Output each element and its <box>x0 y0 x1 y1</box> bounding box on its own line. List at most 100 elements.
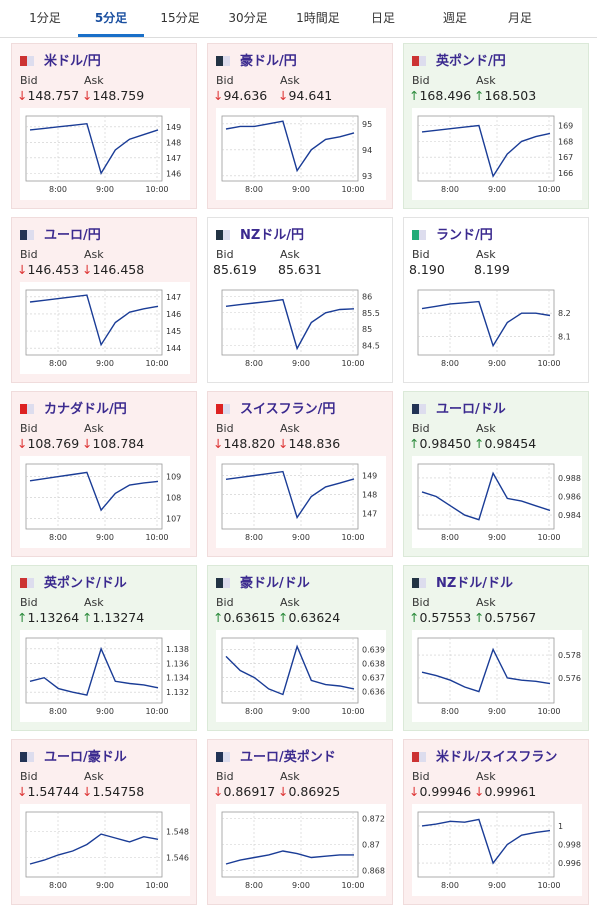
currency-card[interactable]: ユーロ/円 Bid Ask ↓146.453 ↓146.458 147 146 145 144 8… <box>11 217 197 383</box>
bid-value: ↑1.13264 <box>17 610 79 625</box>
bid-label: Bid <box>412 770 430 783</box>
y-tick-label: 0.636 <box>362 688 385 697</box>
pair-name[interactable]: スイスフラン/円 <box>240 402 336 417</box>
y-tick-label: 169 <box>558 122 573 131</box>
y-tick-label: 0.637 <box>362 674 385 683</box>
currency-card[interactable]: 豪ドル/ドル Bid Ask ↑0.63615 ↑0.63624 0.639 0.638 0.… <box>207 565 393 731</box>
trend-arrow: ↓ <box>17 262 28 277</box>
trend-arrow: ↓ <box>278 436 289 451</box>
plot-frame <box>25 463 163 530</box>
chart-box: 1.548 1.546 8:00 9:00 10:00 <box>20 804 190 896</box>
pair-name[interactable]: 豪ドル/ドル <box>240 576 310 591</box>
y-tick-label: 0.998 <box>558 841 581 850</box>
ask-label: Ask <box>476 770 496 783</box>
currency-card[interactable]: NZドル/円 Bid Ask 85.619 85.631 86 85.5 85 84.5 8:00… <box>207 217 393 383</box>
ask-label: Ask <box>84 248 104 261</box>
bid-label: Bid <box>216 422 234 435</box>
tab[interactable]: 日足 <box>370 11 395 25</box>
currency-card[interactable]: 英ポンド/ドル Bid Ask ↑1.13264 ↑1.13274 1.138 1.136 1… <box>11 565 197 731</box>
pair-name[interactable]: ユーロ/ドル <box>436 402 506 417</box>
pair-name[interactable]: NZドル/ドル <box>436 576 514 591</box>
tab[interactable]: 15分足 <box>160 11 200 25</box>
tab[interactable]: 月足 <box>507 11 532 25</box>
x-tick-label: 9:00 <box>488 185 506 194</box>
tab[interactable]: 30分足 <box>228 11 268 25</box>
y-tick-label: 1.546 <box>166 854 189 863</box>
chart-box: 95 94 93 8:00 9:00 10:00 <box>216 108 386 200</box>
price-line <box>225 850 354 865</box>
y-tick-label: 0.988 <box>558 474 581 483</box>
x-tick-label: 9:00 <box>488 881 506 890</box>
mini-chart: 0.988 0.986 0.984 8:00 9:00 10:00 <box>417 463 581 542</box>
pair-name[interactable]: NZドル/円 <box>240 228 305 243</box>
x-tick-label: 10:00 <box>145 359 168 368</box>
flag-icon <box>412 230 426 240</box>
y-tick-label: 0.638 <box>362 659 385 668</box>
currency-card[interactable]: NZドル/ドル Bid Ask ↑0.57553 ↑0.57567 0.578 0.576 8… <box>403 565 589 731</box>
pair-name[interactable]: カナダドル/円 <box>44 402 127 417</box>
y-tick-label: 86 <box>362 293 372 302</box>
price-line <box>29 833 159 865</box>
tab[interactable]: 5分足 <box>78 0 144 37</box>
pair-name[interactable]: ユーロ/円 <box>44 228 101 243</box>
chart-box: 149 148 147 146 8:00 9:00 10:00 <box>20 108 190 200</box>
x-tick-label: 10:00 <box>341 359 364 368</box>
tab[interactable]: 週足 <box>442 11 467 25</box>
y-tick-label: 8.2 <box>558 309 571 318</box>
x-tick-label: 9:00 <box>292 185 310 194</box>
bid-label: Bid <box>412 74 430 87</box>
y-tick-label: 1.136 <box>166 659 189 668</box>
currency-card[interactable]: スイスフラン/円 Bid Ask ↓148.820 ↓148.836 149 148 147 8… <box>207 391 393 557</box>
x-tick-label: 8:00 <box>245 185 263 194</box>
x-tick-label: 10:00 <box>341 707 364 716</box>
bid-value: ↓148.820 <box>213 436 275 451</box>
chart-box: 169 168 167 166 8:00 9:00 10:00 <box>412 108 582 200</box>
trend-arrow: ↑ <box>82 610 93 625</box>
pair-name[interactable]: 米ドル/スイスフラン <box>436 750 558 765</box>
y-tick-label: 0.639 <box>362 645 385 654</box>
pair-name[interactable]: 英ポンド/円 <box>436 54 506 69</box>
currency-card[interactable]: 米ドル/スイスフラン Bid Ask ↓0.99946 ↓0.99961 1 0.998 0.… <box>403 739 589 905</box>
bid-value: ↓0.86917 <box>213 784 275 799</box>
ask-value: ↑0.98454 <box>474 436 536 451</box>
currency-card[interactable]: ユーロ/豪ドル Bid Ask ↓1.54744 ↓1.54758 1.548 1.546 8… <box>11 739 197 905</box>
bid-label: Bid <box>20 596 38 609</box>
pair-name[interactable]: 英ポンド/ドル <box>44 576 127 591</box>
bid-label: Bid <box>20 74 38 87</box>
mini-chart: 149 148 147 8:00 9:00 10:00 <box>221 463 377 542</box>
x-tick-label: 8:00 <box>441 707 459 716</box>
y-tick-label: 109 <box>166 473 181 482</box>
pair-name[interactable]: 米ドル/円 <box>44 54 101 69</box>
tab[interactable]: 1分足 <box>29 11 61 25</box>
y-tick-label: 95 <box>362 120 372 129</box>
currency-card[interactable]: ユーロ/ドル Bid Ask ↑0.98450 ↑0.98454 0.988 0.986 0.… <box>403 391 589 557</box>
pair-name[interactable]: ランド/円 <box>436 228 493 243</box>
ask-label: Ask <box>84 770 104 783</box>
bid-price: 148.820 <box>223 436 276 451</box>
currency-card[interactable]: 米ドル/円 Bid Ask ↓148.757 ↓148.759 149 148 147 146 8… <box>11 43 197 209</box>
y-tick-label: 146 <box>166 169 181 178</box>
pair-name[interactable]: ユーロ/豪ドル <box>44 750 127 765</box>
flag-icon <box>216 578 230 588</box>
ask-price: 85.631 <box>278 262 322 277</box>
x-tick-label: 10:00 <box>145 185 168 194</box>
currency-card[interactable]: 英ポンド/円 Bid Ask ↑168.496 ↑168.503 169 168 167 166… <box>403 43 589 209</box>
chart-box: 1.138 1.136 1.134 1.132 8:00 9:00 10:00 <box>20 630 190 722</box>
trend-arrow: ↓ <box>213 88 224 103</box>
chart-box: 0.578 0.576 8:00 9:00 10:00 <box>412 630 582 722</box>
currency-card[interactable]: 豪ドル/円 Bid Ask ↓94.636 ↓94.641 95 94 93 8:00 9:00 1… <box>207 43 393 209</box>
currency-card[interactable]: ユーロ/英ポンド Bid Ask ↓0.86917 ↓0.86925 0.872 0.87 0… <box>207 739 393 905</box>
currency-card[interactable]: ランド/円 Bid Ask 8.190 8.199 8.2 8.1 8:00 9:00 10:00 <box>403 217 589 383</box>
y-tick-label: 1.548 <box>166 828 189 837</box>
price-line <box>225 470 355 520</box>
bid-label: Bid <box>20 422 38 435</box>
mini-chart: 0.578 0.576 8:00 9:00 10:00 <box>417 637 581 716</box>
trend-arrow: ↑ <box>17 610 28 625</box>
currency-card[interactable]: カナダドル/円 Bid Ask ↓108.769 ↓108.784 109 108 107 8:… <box>11 391 197 557</box>
x-tick-label: 8:00 <box>49 185 67 194</box>
pair-name[interactable]: ユーロ/英ポンド <box>240 750 336 765</box>
tab[interactable]: 1時間足 <box>296 11 340 25</box>
pair-name[interactable]: 豪ドル/円 <box>240 54 297 69</box>
x-tick-label: 10:00 <box>537 533 560 542</box>
ask-price: 0.99961 <box>484 784 537 799</box>
